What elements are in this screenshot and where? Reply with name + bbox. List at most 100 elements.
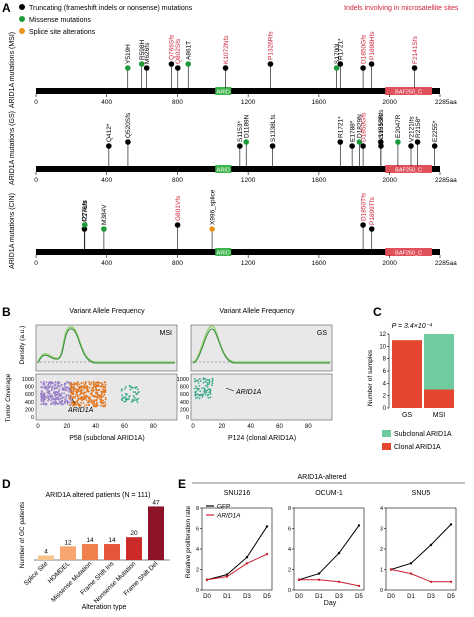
scatter-point-orange xyxy=(87,400,90,402)
scatter-point-purple xyxy=(54,397,57,400)
scatter-point-purple xyxy=(64,398,66,401)
vaf-title-right: Variant Allele Frequency xyxy=(219,308,295,315)
scatter-point-orange xyxy=(98,395,101,398)
scatter-point-orange xyxy=(100,390,103,393)
axis-tick-label: 1600 xyxy=(312,177,327,184)
scatter-point-orange xyxy=(69,383,71,386)
scatter-point-orange xyxy=(77,389,80,392)
scatter-point-purple xyxy=(40,392,43,395)
scatter-point-orange xyxy=(74,404,77,406)
scatter-point-purple xyxy=(59,401,62,403)
scatter-point-orange xyxy=(81,386,83,388)
scatter-point-green xyxy=(124,395,127,398)
mutation-label: Q520Sfs xyxy=(125,112,132,138)
scatter-point-orange xyxy=(88,390,90,393)
scatter-point-green xyxy=(198,397,201,400)
panel-letter-d: D xyxy=(2,477,11,491)
scatter-point-purple xyxy=(40,399,43,402)
d-bar xyxy=(82,544,98,560)
c-category-label: MSI xyxy=(433,412,446,419)
scatter-point-orange xyxy=(85,404,87,406)
scatter-point-purple xyxy=(47,382,50,384)
e-series-point xyxy=(429,580,433,583)
e-series-point xyxy=(409,562,413,565)
scatter-point-purple xyxy=(46,394,49,397)
scatter-point-orange xyxy=(102,391,104,394)
arid-domain xyxy=(215,248,232,256)
scatter-point-orange xyxy=(83,405,86,408)
e-chart-title: OCUM-1 xyxy=(315,490,343,497)
protein-bar xyxy=(36,249,440,255)
e-y-tick-label: 4 xyxy=(288,547,291,553)
legend-splice-label: Splice site alterations xyxy=(29,29,96,36)
mutation-label: E1788* xyxy=(349,120,356,142)
scatter-point-green xyxy=(198,384,201,387)
scatter-point-orange xyxy=(96,392,99,394)
axis-tick-label: 2285aa xyxy=(435,177,457,184)
scatter-point-orange xyxy=(82,402,85,404)
scatter-point-purple xyxy=(44,396,46,399)
density-plot-gs xyxy=(190,324,333,372)
scatter-point-orange xyxy=(102,399,105,402)
scatter-point-purple xyxy=(56,398,59,401)
density-curve-gs-light xyxy=(192,325,330,363)
scatter-point-green xyxy=(196,396,199,399)
e-x-tick-label: D3 xyxy=(243,594,251,600)
scatter-point-orange xyxy=(82,396,85,399)
mutation-label: R1721* xyxy=(338,116,345,138)
baf250-domain xyxy=(385,87,433,95)
scatter-point-purple xyxy=(52,385,54,388)
c-y-tick-label: 4 xyxy=(383,381,387,387)
scatter-point-orange xyxy=(76,384,79,386)
scatter-point-purple xyxy=(50,398,53,401)
axis-tick-label: 1200 xyxy=(241,177,256,184)
e-y-tick-label: 0 xyxy=(380,588,383,594)
microsatellite-note: Indels involving in microsatellite sites xyxy=(344,5,459,12)
scatter-point-purple xyxy=(66,381,69,383)
mutation-label: Q802Sfs xyxy=(175,38,182,64)
scatter-point-purple xyxy=(65,386,68,389)
coverage-x-tick: 40 xyxy=(92,424,99,430)
scatter-point-purple xyxy=(47,389,50,392)
scatter-point-orange xyxy=(100,393,103,396)
scatter-point-green xyxy=(209,389,212,391)
scatter-point-purple xyxy=(56,386,58,389)
scatter-point-orange xyxy=(79,396,82,399)
lollipop-head xyxy=(408,143,414,149)
scatter-point-green xyxy=(120,388,123,391)
mutation-label: N1951Sfs xyxy=(378,113,385,142)
scatter-point-purple xyxy=(56,382,59,384)
mutation-label: X996_splice xyxy=(209,189,216,225)
lollipop-head xyxy=(349,143,355,149)
scatter-point-green xyxy=(133,399,136,401)
lollipop-head xyxy=(360,222,366,228)
scatter-point-green xyxy=(209,393,212,395)
e-x-tick-label: D1 xyxy=(223,594,231,600)
scatter-point-purple xyxy=(40,396,43,399)
lollipop-head xyxy=(143,65,150,71)
panel-c: P = 3.4×10⁻⁴ Number of samples 0 2 4 6 8 10 12… xyxy=(367,323,454,451)
lollipop-head xyxy=(333,65,340,71)
e-y-tick-label: 8 xyxy=(196,506,199,512)
scatter-point-purple xyxy=(50,396,52,399)
scatter-point-orange xyxy=(103,404,105,407)
scatter-point-orange xyxy=(69,387,72,390)
e-series-line xyxy=(206,526,268,581)
scatter-point-purple xyxy=(45,381,48,383)
scatter-point-orange xyxy=(68,397,71,400)
scatter-point-green xyxy=(131,399,134,401)
scatter-point-green xyxy=(133,396,136,399)
scatter-point-purple xyxy=(42,400,45,403)
scatter-point-orange xyxy=(99,398,102,401)
scatter-point-orange xyxy=(88,380,91,383)
scatter-point-orange xyxy=(102,395,104,398)
lollipop-head xyxy=(106,143,112,149)
scatter-point-orange xyxy=(69,385,72,388)
density-curve-msi-light xyxy=(37,326,175,363)
scatter-point-green xyxy=(137,397,140,400)
scatter-point-purple xyxy=(50,400,52,402)
e-x-tick-label: D1 xyxy=(315,594,323,600)
scatter-point-orange xyxy=(79,404,81,407)
xlabel-p124: P124 (clonal ARID1A) xyxy=(228,435,296,442)
